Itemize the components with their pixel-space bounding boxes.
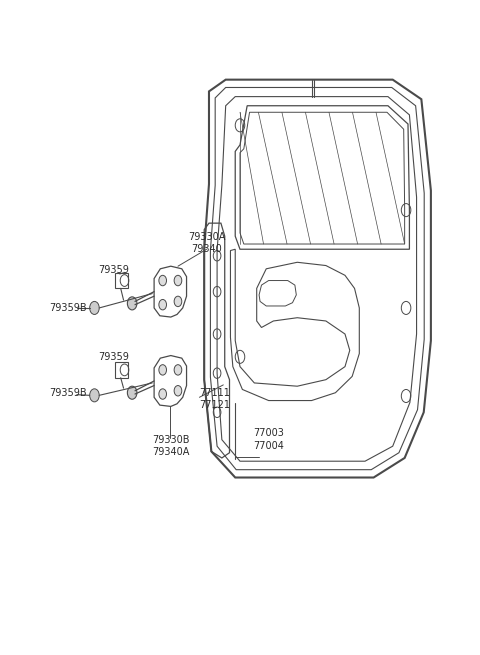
Circle shape xyxy=(159,275,167,286)
Circle shape xyxy=(174,365,182,375)
Text: 79359B: 79359B xyxy=(49,303,87,313)
Text: 79330B
79340A: 79330B 79340A xyxy=(152,435,190,457)
Circle shape xyxy=(127,297,137,310)
Circle shape xyxy=(174,386,182,396)
Circle shape xyxy=(174,275,182,286)
Circle shape xyxy=(90,389,99,402)
Text: 79359: 79359 xyxy=(98,352,129,362)
Circle shape xyxy=(159,389,167,400)
Text: 77003
77004: 77003 77004 xyxy=(253,428,284,451)
Text: 79330A
79340: 79330A 79340 xyxy=(188,231,225,254)
Circle shape xyxy=(159,299,167,310)
Text: 79359: 79359 xyxy=(98,265,129,275)
Text: 77111
77121: 77111 77121 xyxy=(199,388,230,411)
Circle shape xyxy=(127,386,137,400)
Circle shape xyxy=(159,365,167,375)
Circle shape xyxy=(90,301,99,314)
Text: 79359B: 79359B xyxy=(49,388,87,398)
Circle shape xyxy=(174,296,182,307)
